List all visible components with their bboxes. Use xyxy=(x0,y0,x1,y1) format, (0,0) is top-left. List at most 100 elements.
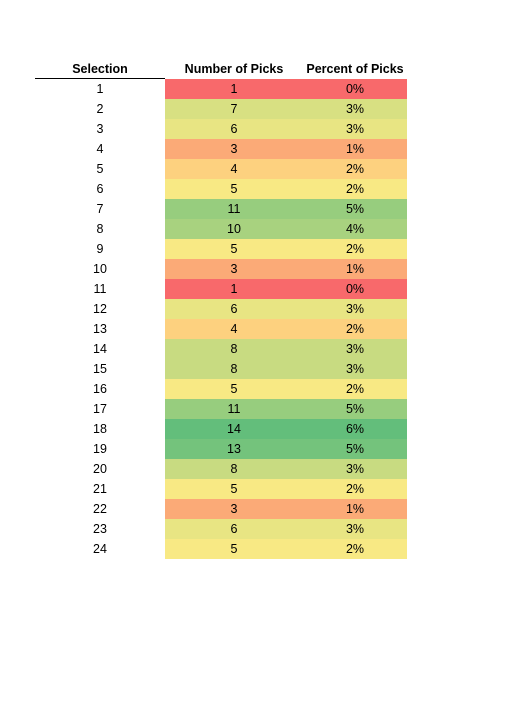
selection-cell[interactable]: 19 xyxy=(93,442,107,456)
percent-cell[interactable]: 6% xyxy=(303,419,407,439)
table-row: 16 5 2% xyxy=(0,379,523,399)
selection-header[interactable]: Selection xyxy=(72,62,128,76)
selection-cell[interactable]: 20 xyxy=(93,462,107,476)
number-of-picks-header[interactable]: Number of Picks xyxy=(184,62,284,76)
percent-cell[interactable]: 2% xyxy=(303,319,407,339)
picks-cell[interactable]: 3 xyxy=(165,499,303,519)
picks-cell[interactable]: 14 xyxy=(165,419,303,439)
picks-cell[interactable]: 6 xyxy=(165,519,303,539)
selection-cell[interactable]: 14 xyxy=(93,342,107,356)
selection-cell[interactable]: 8 xyxy=(96,222,104,236)
percent-cell[interactable]: 3% xyxy=(303,459,407,479)
picks-cell[interactable]: 5 xyxy=(165,539,303,559)
table-row: 18 14 6% xyxy=(0,419,523,439)
selection-cell[interactable]: 2 xyxy=(96,102,104,116)
percent-cell[interactable]: 2% xyxy=(303,179,407,199)
selection-cell[interactable]: 5 xyxy=(96,162,104,176)
table-row: 4 3 1% xyxy=(0,139,523,159)
picks-cell[interactable]: 11 xyxy=(165,199,303,219)
selection-cell[interactable]: 9 xyxy=(96,242,104,256)
selection-cell[interactable]: 17 xyxy=(93,402,107,416)
selection-cell[interactable]: 22 xyxy=(93,502,107,516)
table-row: 13 4 2% xyxy=(0,319,523,339)
picks-cell[interactable]: 10 xyxy=(165,219,303,239)
selection-cell[interactable]: 7 xyxy=(96,202,104,216)
selection-cell[interactable]: 24 xyxy=(93,542,107,556)
picks-cell[interactable]: 6 xyxy=(165,299,303,319)
table-row: 7 11 5% xyxy=(0,199,523,219)
percent-cell[interactable]: 2% xyxy=(303,479,407,499)
percent-cell[interactable]: 3% xyxy=(303,519,407,539)
picks-cell[interactable]: 11 xyxy=(165,399,303,419)
selection-cell[interactable]: 11 xyxy=(93,282,107,296)
percent-cell[interactable]: 3% xyxy=(303,119,407,139)
selection-cell[interactable]: 3 xyxy=(96,122,104,136)
percent-of-picks-header[interactable]: Percent of Picks xyxy=(306,62,404,76)
selection-cell[interactable]: 13 xyxy=(93,322,107,336)
selection-cell[interactable]: 1 xyxy=(96,82,104,96)
picks-cell[interactable]: 8 xyxy=(165,339,303,359)
percent-cell[interactable]: 4% xyxy=(303,219,407,239)
picks-cell[interactable]: 1 xyxy=(165,79,303,99)
selection-cell[interactable]: 4 xyxy=(96,142,104,156)
selection-cell[interactable]: 15 xyxy=(93,362,107,376)
percent-cell[interactable]: 2% xyxy=(303,239,407,259)
picks-cell[interactable]: 5 xyxy=(165,239,303,259)
selection-cell[interactable]: 16 xyxy=(93,382,107,396)
picks-cell[interactable]: 1 xyxy=(165,279,303,299)
percent-cell[interactable]: 2% xyxy=(303,379,407,399)
table-row: 2 7 3% xyxy=(0,99,523,119)
picks-cell[interactable]: 8 xyxy=(165,359,303,379)
selection-cell[interactable]: 18 xyxy=(93,422,107,436)
picks-cell[interactable]: 3 xyxy=(165,259,303,279)
selection-cell[interactable]: 23 xyxy=(93,522,107,536)
picks-cell[interactable]: 5 xyxy=(165,379,303,399)
table-row: 15 8 3% xyxy=(0,359,523,379)
percent-cell[interactable]: 3% xyxy=(303,99,407,119)
percent-cell[interactable]: 1% xyxy=(303,139,407,159)
picks-cell[interactable]: 6 xyxy=(165,119,303,139)
table-row: 14 8 3% xyxy=(0,339,523,359)
table-row: 19 13 5% xyxy=(0,439,523,459)
table-row: 6 5 2% xyxy=(0,179,523,199)
table-row: 3 6 3% xyxy=(0,119,523,139)
percent-cell[interactable]: 2% xyxy=(303,159,407,179)
table-row: 11 1 0% xyxy=(0,279,523,299)
picks-cell[interactable]: 5 xyxy=(165,479,303,499)
percent-cell[interactable]: 3% xyxy=(303,339,407,359)
percent-cell[interactable]: 3% xyxy=(303,299,407,319)
percent-cell[interactable]: 1% xyxy=(303,259,407,279)
picks-cell[interactable]: 5 xyxy=(165,179,303,199)
percent-cell[interactable]: 0% xyxy=(303,279,407,299)
table-row: 10 3 1% xyxy=(0,259,523,279)
picks-cell[interactable]: 4 xyxy=(165,159,303,179)
percent-cell[interactable]: 1% xyxy=(303,499,407,519)
table-row: 12 6 3% xyxy=(0,299,523,319)
picks-cell[interactable]: 4 xyxy=(165,319,303,339)
table-row: 17 11 5% xyxy=(0,399,523,419)
selection-cell[interactable]: 10 xyxy=(93,262,107,276)
picks-cell[interactable]: 7 xyxy=(165,99,303,119)
picks-cell[interactable]: 8 xyxy=(165,459,303,479)
table-row: 8 10 4% xyxy=(0,219,523,239)
table-row: 5 4 2% xyxy=(0,159,523,179)
header-underline xyxy=(35,78,165,79)
percent-cell[interactable]: 3% xyxy=(303,359,407,379)
table-row: 23 6 3% xyxy=(0,519,523,539)
table-row: 9 5 2% xyxy=(0,239,523,259)
percent-cell[interactable]: 0% xyxy=(303,79,407,99)
selection-cell[interactable]: 12 xyxy=(93,302,107,316)
table-row: 20 8 3% xyxy=(0,459,523,479)
picks-cell[interactable]: 3 xyxy=(165,139,303,159)
percent-cell[interactable]: 5% xyxy=(303,399,407,419)
table-row: 21 5 2% xyxy=(0,479,523,499)
picks-cell[interactable]: 13 xyxy=(165,439,303,459)
table-row: 22 3 1% xyxy=(0,499,523,519)
selection-cell[interactable]: 21 xyxy=(93,482,107,496)
table-row: 24 5 2% xyxy=(0,539,523,559)
percent-cell[interactable]: 2% xyxy=(303,539,407,559)
percent-cell[interactable]: 5% xyxy=(303,199,407,219)
percent-cell[interactable]: 5% xyxy=(303,439,407,459)
selection-cell[interactable]: 6 xyxy=(96,182,104,196)
